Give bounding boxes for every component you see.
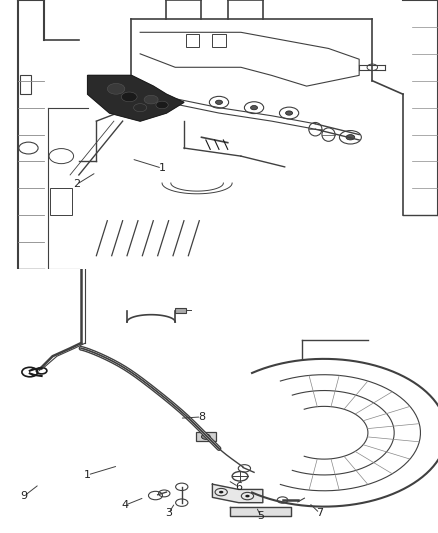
Bar [50, 189, 72, 215]
Polygon shape [230, 506, 291, 516]
Circle shape [346, 135, 355, 140]
Circle shape [245, 495, 250, 497]
Text: 1: 1 [159, 163, 166, 173]
Bar [196, 432, 215, 441]
Text: 8: 8 [198, 412, 205, 422]
Circle shape [286, 111, 293, 115]
Text: 5: 5 [257, 511, 264, 521]
Circle shape [251, 106, 258, 110]
Text: 6: 6 [235, 482, 242, 492]
Text: 1: 1 [84, 470, 91, 480]
Circle shape [144, 95, 158, 104]
Circle shape [107, 84, 125, 94]
Text: 2: 2 [73, 180, 80, 189]
Circle shape [215, 100, 223, 104]
Bar [20, 75, 31, 94]
Bar [212, 34, 226, 47]
Circle shape [121, 92, 137, 102]
Bar [186, 34, 199, 47]
Circle shape [219, 491, 223, 494]
Circle shape [134, 103, 147, 112]
Bar [175, 308, 186, 313]
Text: 4: 4 [121, 500, 128, 510]
Polygon shape [88, 75, 184, 121]
Text: 7: 7 [316, 508, 323, 518]
Circle shape [156, 101, 168, 109]
Text: 3: 3 [165, 508, 172, 518]
Circle shape [201, 434, 210, 439]
Text: 9: 9 [21, 491, 28, 501]
Polygon shape [212, 484, 263, 503]
